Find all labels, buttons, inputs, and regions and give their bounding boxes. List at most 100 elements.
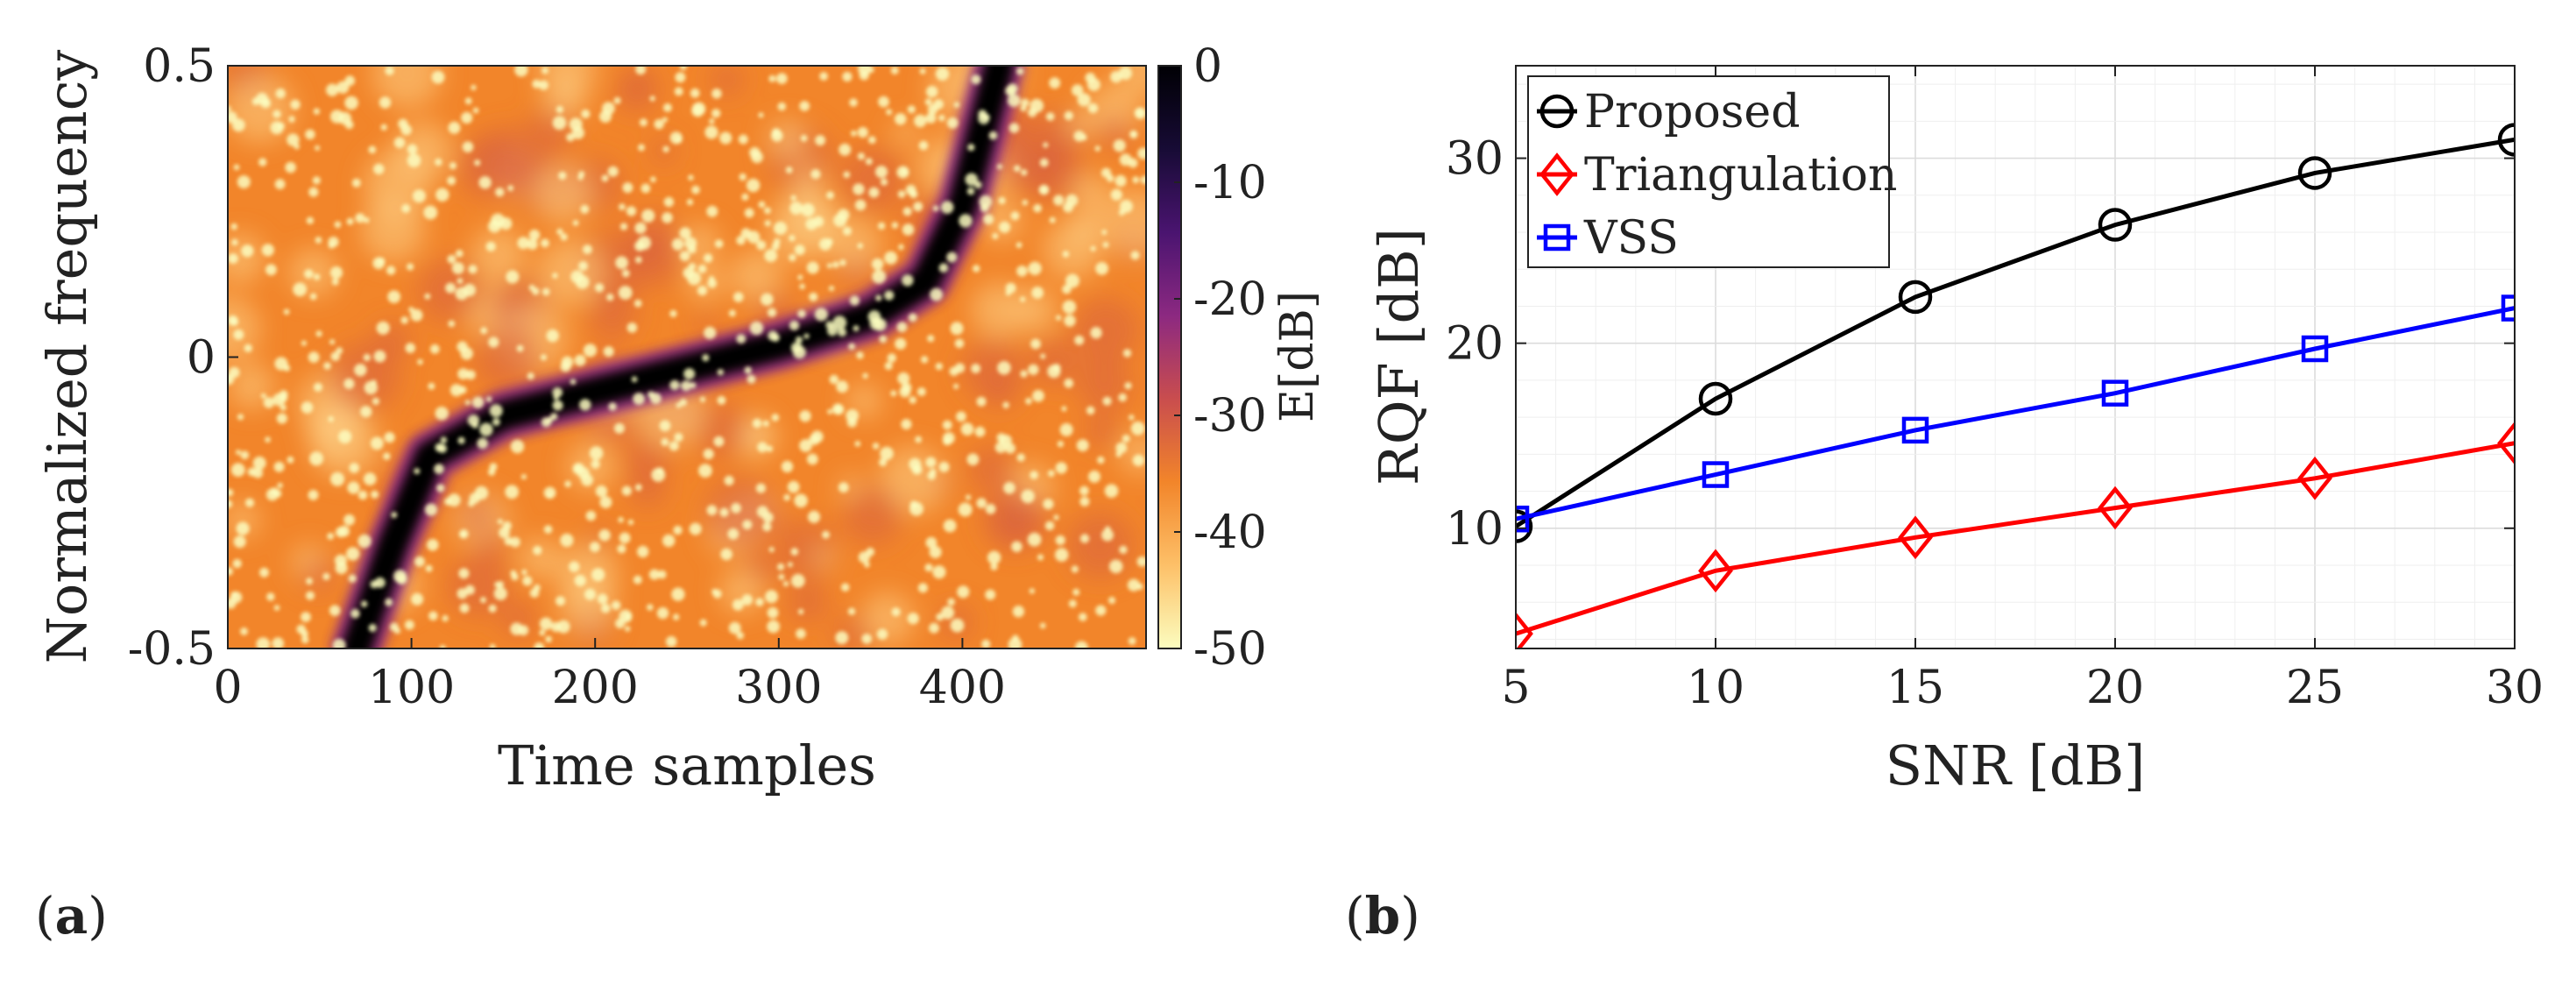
heatmap-speckle bbox=[702, 354, 710, 362]
heatmap-speckle bbox=[898, 244, 904, 251]
heatmap-speckle bbox=[1062, 251, 1070, 258]
heatmap-speckle bbox=[280, 404, 287, 411]
heatmap-speckle bbox=[285, 161, 296, 174]
heatmap-speckle bbox=[1020, 296, 1026, 302]
heatmap-speckle bbox=[907, 613, 919, 625]
heatmap-speckle bbox=[1055, 462, 1068, 474]
heatmap-speckle bbox=[640, 183, 651, 194]
heatmap-speckle bbox=[827, 325, 838, 337]
heatmap-speckle bbox=[306, 216, 315, 224]
heatmap-speckle bbox=[794, 244, 805, 256]
heatmap-speckle bbox=[739, 173, 747, 181]
heatmap-speckle bbox=[598, 529, 611, 542]
heatmap-speckle bbox=[941, 606, 955, 620]
heatmap-speckle bbox=[626, 206, 637, 216]
data-point-vss bbox=[2501, 294, 2515, 322]
heatmap-speckle bbox=[973, 265, 980, 273]
heatmap-mottle-blob bbox=[980, 198, 1023, 242]
heatmap-speckle bbox=[570, 270, 584, 284]
heatmap-speckle bbox=[697, 264, 707, 273]
heatmap-speckle bbox=[456, 278, 464, 285]
heatmap-speckle bbox=[801, 202, 815, 217]
heatmap-speckle bbox=[853, 325, 860, 332]
colorbar-label: E[dB] bbox=[1271, 291, 1324, 422]
heatmap-speckle bbox=[1047, 365, 1061, 379]
heatmap-speckle bbox=[1013, 165, 1021, 173]
heatmap-speckle bbox=[618, 516, 624, 523]
heatmap-speckle bbox=[1062, 284, 1072, 294]
heatmap-speckle bbox=[857, 152, 866, 160]
heatmap-speckle bbox=[344, 120, 354, 130]
series-line-vss bbox=[1516, 306, 2515, 521]
heatmap-speckle bbox=[1122, 435, 1130, 443]
heatmap-speckle bbox=[711, 89, 722, 99]
heatmap-speckle bbox=[744, 366, 752, 374]
heatmap-speckle bbox=[781, 460, 794, 473]
heatmap-speckle bbox=[728, 621, 741, 634]
heatmap-speckle bbox=[815, 135, 826, 146]
heatmap-speckle bbox=[276, 122, 285, 131]
heatmap-speckle bbox=[976, 396, 987, 407]
heatmap-speckle bbox=[1065, 194, 1079, 207]
heatmap-speckle bbox=[1021, 489, 1035, 504]
heatmap-speckle bbox=[656, 467, 664, 475]
x-tick-label-a: 0 bbox=[213, 662, 242, 714]
heatmap-speckle bbox=[679, 227, 691, 239]
heatmap-speckle bbox=[377, 257, 386, 266]
legend-label-triangulation: Triangulation bbox=[1584, 149, 1897, 202]
heatmap-speckle bbox=[832, 261, 839, 268]
heatmap-speckle bbox=[230, 592, 237, 599]
heatmap-speckle bbox=[580, 204, 590, 214]
heatmap-speckle bbox=[822, 530, 830, 539]
heatmap-speckle bbox=[1049, 77, 1061, 89]
heatmap-speckle bbox=[602, 102, 615, 116]
heatmap-mottle-blob bbox=[1078, 357, 1132, 412]
heatmap-speckle bbox=[884, 251, 898, 265]
heatmap-speckle bbox=[711, 109, 721, 118]
heatmap-speckle bbox=[733, 292, 744, 302]
heatmap-speckle bbox=[440, 436, 448, 444]
heatmap-speckle bbox=[370, 436, 384, 450]
heatmap-mottle-blob bbox=[968, 445, 1016, 493]
heatmap-speckle bbox=[1087, 103, 1099, 114]
heatmap-speckle bbox=[724, 475, 734, 486]
heatmap-speckle bbox=[1124, 382, 1132, 390]
heatmap-speckle bbox=[474, 485, 489, 500]
heatmap-speckle bbox=[429, 344, 440, 354]
x-tick-label-a: 100 bbox=[368, 662, 455, 714]
heatmap-speckle bbox=[764, 207, 771, 215]
heatmap-speckle bbox=[856, 351, 864, 359]
heatmap-speckle bbox=[1062, 300, 1077, 315]
heatmap-speckle bbox=[499, 217, 513, 230]
heatmap-speckle bbox=[543, 525, 553, 534]
heatmap-speckle bbox=[1047, 470, 1055, 478]
heatmap-speckle bbox=[647, 604, 654, 611]
heatmap-speckle bbox=[572, 220, 579, 226]
legend-marker-proposed bbox=[1539, 94, 1575, 129]
heatmap-mottle-blob bbox=[557, 542, 619, 604]
heatmap-speckle bbox=[348, 574, 357, 583]
data-point-vss bbox=[2301, 335, 2329, 363]
heatmap-speckle bbox=[396, 573, 407, 585]
heatmap-speckle bbox=[315, 145, 321, 151]
heatmap-mottle-blob bbox=[812, 546, 835, 569]
heatmap-speckle bbox=[244, 498, 255, 507]
heatmap-speckle bbox=[654, 119, 664, 130]
heatmap-speckle bbox=[837, 209, 850, 221]
heatmap-speckle bbox=[385, 598, 393, 606]
heatmap-speckle bbox=[842, 226, 853, 236]
heatmap-speckle bbox=[767, 606, 779, 619]
heatmap-speckle bbox=[1044, 521, 1055, 531]
heatmap-speckle bbox=[757, 442, 768, 453]
heatmap-speckle bbox=[301, 401, 314, 414]
heatmap-mottle-blob bbox=[1030, 337, 1079, 386]
heatmap-speckle bbox=[751, 151, 763, 164]
legend-marker-vss bbox=[1543, 223, 1571, 252]
heatmap-speckle bbox=[1140, 175, 1146, 185]
heatmap-speckle bbox=[683, 368, 696, 380]
heatmap-speckle bbox=[862, 372, 868, 379]
heatmap-speckle bbox=[1128, 637, 1136, 645]
heatmap-speckle bbox=[407, 144, 418, 155]
heatmap-speckle bbox=[761, 293, 774, 306]
heatmap-speckle bbox=[1037, 554, 1044, 561]
